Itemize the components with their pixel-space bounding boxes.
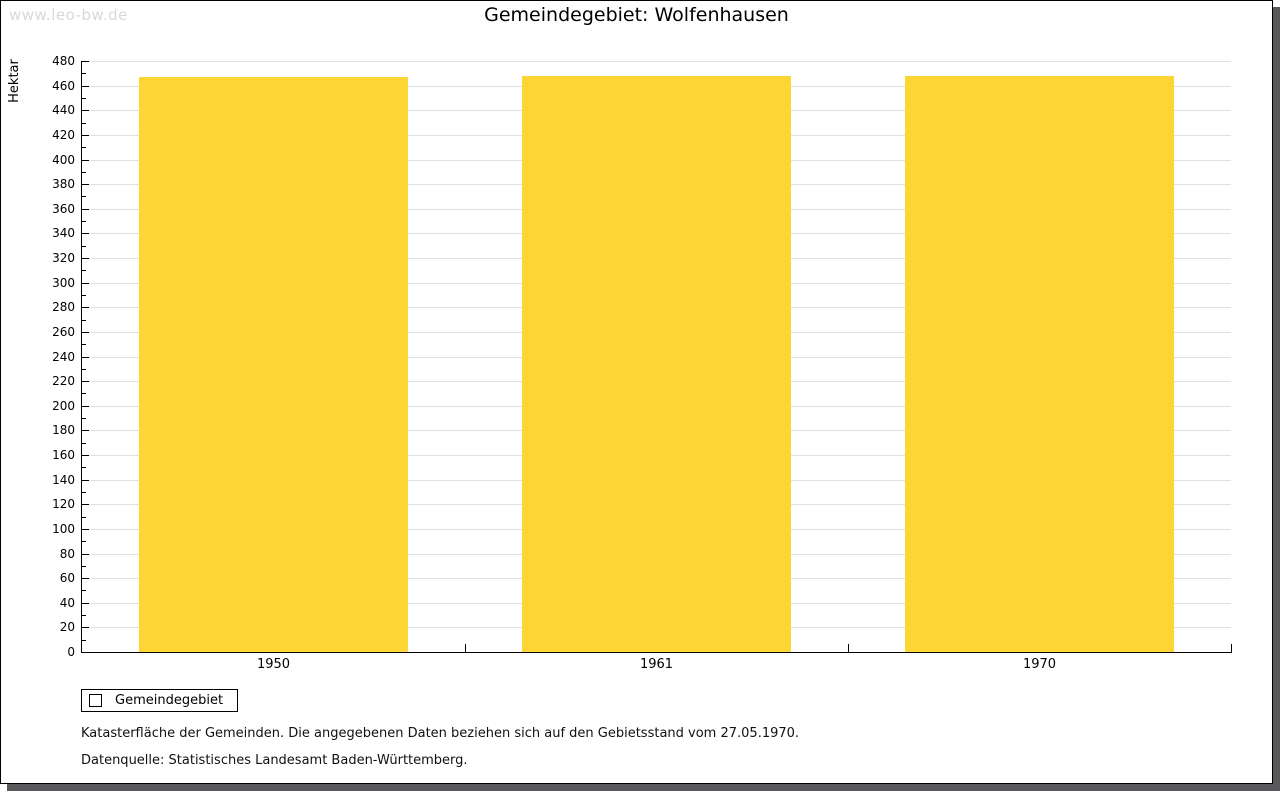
y-tick-label: 100: [52, 521, 75, 536]
page-shadow-bottom: [7, 784, 1273, 791]
bar-1950: [139, 77, 408, 652]
y-minor-tick: [82, 97, 86, 99]
y-minor-tick: [82, 319, 86, 321]
y-tick-label: 60: [59, 571, 75, 586]
legend-label: Gemeindegebiet: [115, 693, 224, 708]
y-minor-tick: [82, 491, 86, 493]
y-major-tick: [82, 85, 89, 87]
y-major-tick: [82, 134, 89, 136]
y-minor-tick: [82, 196, 86, 198]
y-tick-label: 160: [52, 448, 75, 462]
y-tick-label: 20: [59, 620, 75, 635]
y-tick-label: 380: [52, 177, 75, 192]
y-minor-tick: [82, 590, 86, 592]
y-tick-label: 140: [52, 472, 75, 487]
y-major-tick: [82, 233, 89, 235]
y-major-tick: [82, 578, 89, 580]
x-tick-label: 1961: [639, 657, 674, 672]
y-tick-label: 340: [52, 226, 75, 241]
watermark: www.leo-bw.de: [9, 6, 128, 24]
footnote-gebietsstand: Katasterfläche der Gemeinden. Die angege…: [81, 726, 800, 741]
y-tick-label: 360: [52, 201, 75, 216]
x-boundary-tick: [465, 644, 466, 652]
y-minor-tick: [82, 122, 86, 124]
y-minor-tick: [82, 73, 86, 75]
y-minor-tick: [82, 418, 86, 420]
y-tick-label: 300: [52, 275, 75, 290]
y-tick-label: 320: [52, 251, 75, 265]
y-tick-label: 420: [52, 127, 75, 142]
y-minor-tick: [82, 639, 86, 641]
y-major-tick: [82, 331, 89, 333]
y-tick-label: 80: [59, 546, 75, 561]
y-tick-label: 260: [52, 324, 75, 339]
y-tick-label: 460: [52, 78, 75, 93]
y-tick-label: 220: [52, 374, 75, 389]
y-minor-tick: [82, 245, 86, 247]
y-minor-tick: [82, 221, 86, 223]
y-major-tick: [82, 528, 89, 530]
x-boundary-tick: [848, 644, 849, 652]
y-minor-tick: [82, 565, 86, 567]
y-major-tick: [82, 258, 89, 259]
y-major-tick: [82, 110, 89, 112]
y-minor-tick: [82, 393, 86, 395]
y-minor-tick: [82, 294, 86, 296]
x-axis-line: [81, 652, 1232, 653]
y-tick-label: 240: [52, 349, 75, 364]
page-shadow-right: [1273, 7, 1280, 791]
y-minor-tick: [82, 615, 86, 617]
chart-title: Gemeindegebiet: Wolfenhausen: [484, 4, 789, 26]
y-major-tick: [82, 405, 89, 407]
y-major-tick: [82, 356, 89, 358]
y-tick-label: 280: [52, 300, 75, 315]
y-major-tick: [82, 61, 89, 62]
y-major-tick: [82, 627, 89, 629]
y-minor-tick: [82, 442, 86, 444]
y-major-tick: [82, 602, 89, 604]
y-major-tick: [82, 504, 89, 506]
y-minor-tick: [82, 270, 86, 272]
y-major-tick: [82, 455, 89, 456]
bar-1961: [522, 75, 791, 652]
y-major-tick: [82, 282, 89, 284]
y-major-tick: [82, 430, 89, 432]
y-major-tick: [82, 307, 89, 309]
y-major-tick: [82, 208, 89, 210]
y-tick-label: 120: [52, 497, 75, 512]
y-tick-label: 40: [59, 595, 75, 610]
y-major-tick: [82, 159, 89, 161]
y-tick-label: 400: [52, 152, 75, 167]
y-major-tick: [82, 381, 89, 383]
x-axis-end-tick: [1231, 644, 1232, 652]
legend-swatch-icon: [89, 694, 102, 707]
y-minor-tick: [82, 467, 86, 469]
footnote-datenquelle: Datenquelle: Statistisches Landesamt Bad…: [81, 753, 468, 768]
y-minor-tick: [82, 368, 86, 370]
y-minor-tick: [82, 171, 86, 173]
y-tick-label: 480: [52, 54, 75, 68]
bar-1970: [905, 75, 1174, 652]
y-minor-tick: [82, 344, 86, 346]
y-minor-tick: [82, 147, 86, 149]
y-tick-label: 200: [52, 398, 75, 413]
y-tick-label: 440: [52, 103, 75, 118]
y-minor-tick: [82, 516, 86, 518]
y-major-tick: [82, 479, 89, 481]
y-major-tick: [82, 184, 89, 186]
legend: Gemeindegebiet: [81, 689, 239, 712]
y-major-tick: [82, 553, 89, 555]
y-tick-label: 0: [67, 645, 75, 659]
y-minor-tick: [82, 541, 86, 543]
x-tick-label: 1950: [256, 657, 291, 672]
y-gridline: [82, 61, 1231, 62]
y-tick-label: 180: [52, 423, 75, 438]
y-axis-line: [81, 61, 82, 652]
x-tick-label: 1970: [1022, 657, 1057, 672]
